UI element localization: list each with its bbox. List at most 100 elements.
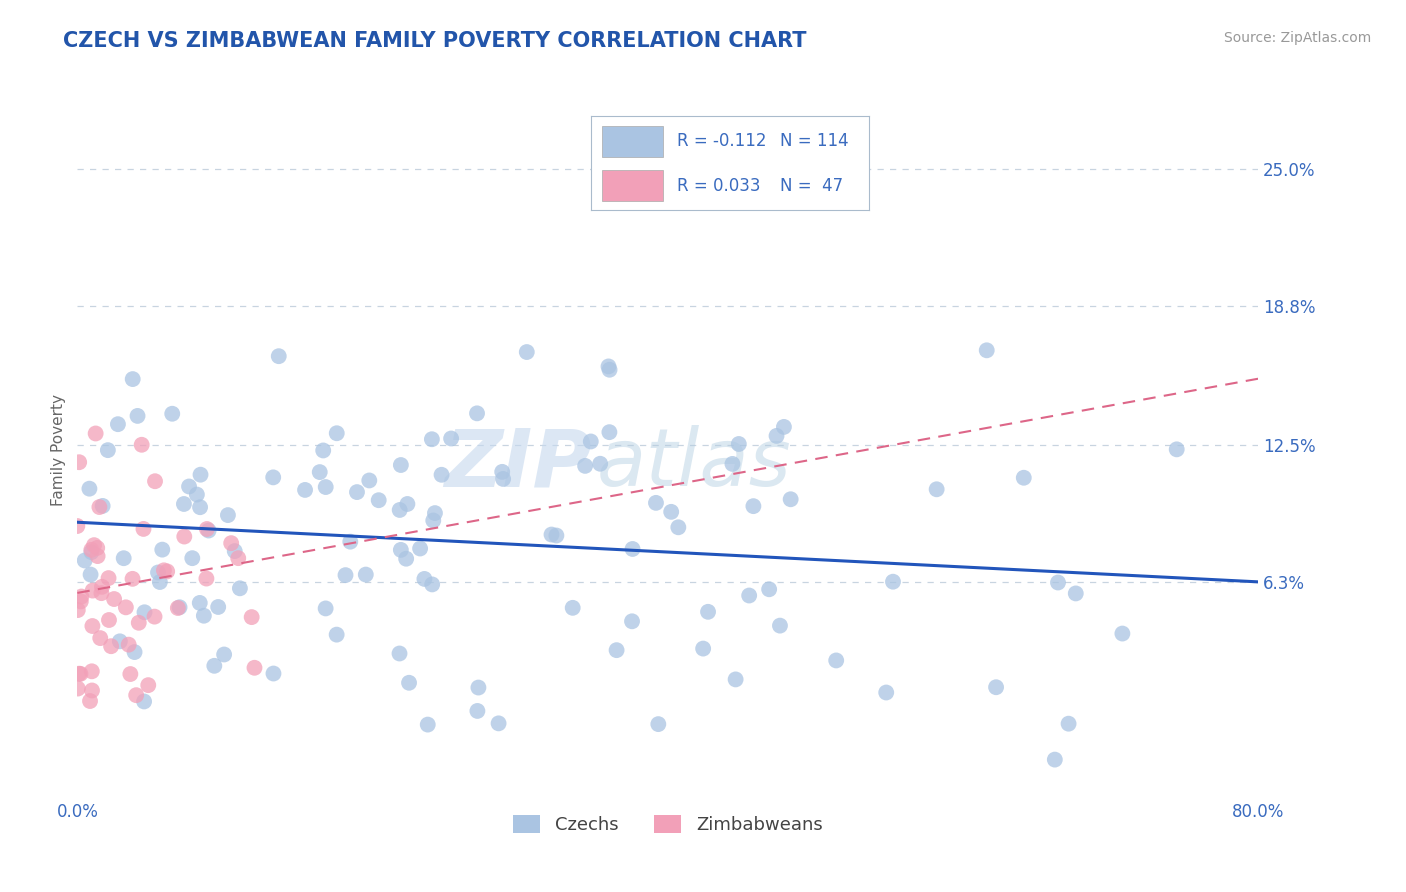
Point — [80, 545, 103, 559]
Point — [181, 551, 204, 566]
Point — [773, 420, 796, 434]
Point — [69, 666, 91, 681]
Point — [422, 514, 444, 528]
Text: Source: ZipAtlas.com: Source: ZipAtlas.com — [1223, 31, 1371, 45]
Point — [326, 426, 349, 441]
Point — [79, 567, 101, 582]
Point — [409, 541, 432, 556]
Point — [195, 522, 218, 536]
Point — [315, 601, 337, 615]
Point — [1043, 753, 1066, 767]
Point — [769, 618, 792, 632]
Point — [263, 666, 285, 681]
Point — [561, 600, 583, 615]
Point — [738, 589, 761, 603]
Point — [202, 658, 225, 673]
Point — [66, 603, 89, 617]
Point — [86, 541, 108, 555]
Point — [984, 680, 1007, 694]
Point — [976, 343, 998, 358]
Point — [195, 572, 218, 586]
Point — [308, 465, 330, 479]
Point — [124, 645, 146, 659]
Point — [721, 457, 744, 471]
Point — [143, 474, 166, 488]
Point — [666, 520, 689, 534]
Point — [103, 592, 125, 607]
Point — [156, 565, 179, 579]
Point — [166, 601, 188, 615]
Point — [692, 641, 714, 656]
Point — [127, 409, 149, 423]
Point — [115, 600, 138, 615]
Point — [389, 542, 412, 557]
Point — [132, 522, 155, 536]
Point — [240, 610, 263, 624]
Point — [97, 571, 120, 585]
Text: ZIP: ZIP — [444, 425, 591, 503]
Point — [546, 528, 568, 542]
Point — [1046, 575, 1069, 590]
Legend: Czechs, Zimbabweans: Czechs, Zimbabweans — [506, 807, 830, 841]
Point — [488, 716, 510, 731]
Point — [579, 434, 602, 449]
Point — [388, 647, 411, 661]
Point — [395, 551, 418, 566]
Point — [396, 497, 419, 511]
Point — [98, 613, 121, 627]
Point — [134, 605, 156, 619]
Point — [346, 485, 368, 500]
Point — [186, 487, 208, 501]
Point — [724, 673, 747, 687]
Point — [875, 685, 897, 699]
Point — [359, 474, 381, 488]
Point — [367, 493, 389, 508]
Point — [131, 438, 153, 452]
Point — [86, 549, 108, 563]
Point — [197, 524, 219, 538]
Point — [80, 683, 103, 698]
Point — [765, 429, 787, 443]
Point — [79, 482, 101, 496]
Point — [146, 566, 169, 580]
Point — [177, 479, 200, 493]
Point — [112, 551, 135, 566]
Point — [173, 530, 195, 544]
Point — [84, 426, 107, 441]
Point — [1111, 626, 1133, 640]
Point — [388, 503, 411, 517]
Point — [413, 572, 436, 586]
Point — [925, 483, 948, 497]
Point — [440, 432, 463, 446]
Point — [645, 496, 668, 510]
Point — [423, 506, 446, 520]
Point — [267, 349, 290, 363]
Point — [430, 467, 453, 482]
Point — [193, 608, 215, 623]
Point — [659, 505, 682, 519]
Point — [91, 499, 114, 513]
Point — [150, 542, 173, 557]
Point — [128, 615, 150, 630]
Point — [217, 508, 239, 522]
Point — [91, 580, 114, 594]
Point — [149, 574, 172, 589]
Point — [243, 661, 266, 675]
Point — [420, 577, 443, 591]
Point — [229, 582, 252, 596]
Point — [697, 605, 720, 619]
Point — [207, 599, 229, 614]
Point — [89, 631, 111, 645]
Point — [492, 472, 515, 486]
Point — [589, 457, 612, 471]
Point — [226, 551, 249, 566]
Point — [90, 586, 112, 600]
Point — [118, 638, 141, 652]
Point — [758, 582, 780, 597]
Point — [108, 634, 131, 648]
Point — [82, 619, 104, 633]
Point — [188, 596, 211, 610]
Point — [169, 600, 191, 615]
Point — [335, 568, 357, 582]
Point — [70, 590, 93, 604]
